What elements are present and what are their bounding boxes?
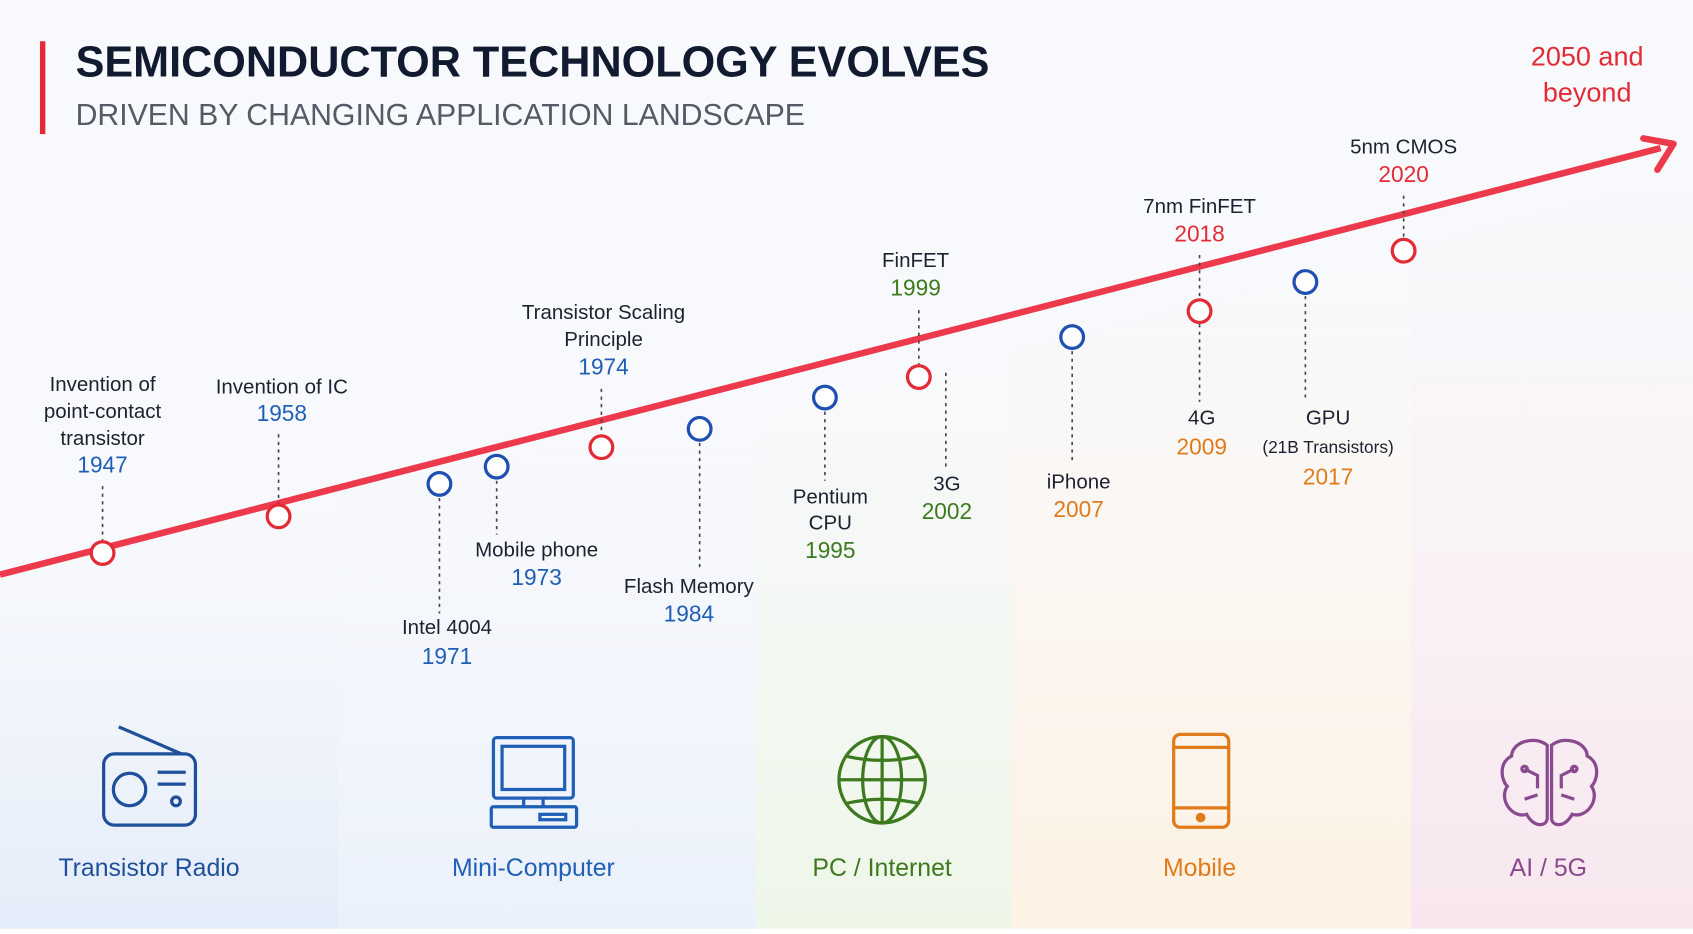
milestone-label: Invention of bbox=[50, 373, 156, 396]
milestone-year: 1995 bbox=[805, 537, 855, 563]
era-band bbox=[0, 488, 338, 929]
milestone-dot bbox=[1390, 237, 1417, 264]
milestone-year: 1947 bbox=[77, 452, 127, 478]
milestone-label: (21B Transistors) bbox=[1262, 437, 1393, 457]
milestone-year: 1974 bbox=[578, 353, 628, 379]
milestone-label: Invention of IC bbox=[216, 375, 348, 398]
milestone-year: 2020 bbox=[1378, 161, 1428, 187]
milestone-dot bbox=[905, 364, 932, 390]
milestone-label: CPU bbox=[809, 511, 852, 534]
milestone-label: transistor bbox=[60, 427, 144, 450]
subtitle: DRIVEN BY CHANGING APPLICATION LANDSCAPE bbox=[76, 99, 805, 132]
milestone-year: 1958 bbox=[257, 400, 307, 426]
milestone-dot bbox=[1292, 269, 1319, 295]
milestone-year: 2007 bbox=[1053, 496, 1103, 522]
milestone-label: 5nm CMOS bbox=[1350, 136, 1457, 159]
milestone-dot bbox=[588, 434, 615, 461]
milestone-label: 7nm FinFET bbox=[1143, 195, 1256, 218]
era-band bbox=[1411, 172, 1693, 929]
milestone-year: 1973 bbox=[511, 564, 561, 590]
milestone-label: Flash Memory bbox=[624, 575, 755, 598]
milestone-dot bbox=[483, 453, 510, 480]
milestone-dot bbox=[1186, 298, 1213, 325]
milestone-year: 1999 bbox=[890, 275, 940, 301]
milestone-dot bbox=[265, 503, 292, 530]
milestone-dot bbox=[426, 470, 453, 497]
end-label: beyond bbox=[1543, 77, 1632, 107]
milestone-year: 2018 bbox=[1174, 221, 1224, 247]
radio-icon bbox=[102, 725, 198, 827]
milestone-label: 4G bbox=[1188, 407, 1215, 430]
milestone-year: 1971 bbox=[422, 643, 472, 669]
arrow-head bbox=[1640, 135, 1677, 173]
era-label: Transistor Radio bbox=[58, 855, 239, 882]
milestone-label: FinFET bbox=[882, 249, 950, 272]
era-band bbox=[1011, 248, 1412, 929]
milestone-year: 2017 bbox=[1303, 464, 1353, 490]
computer-icon bbox=[489, 736, 579, 829]
milestone-year: 2002 bbox=[922, 498, 972, 524]
era-label: Mobile bbox=[1163, 855, 1236, 882]
milestone-label: Transistor Scaling bbox=[522, 301, 685, 324]
milestone-label: 3G bbox=[933, 472, 960, 495]
milestone-label: Intel 4004 bbox=[402, 616, 492, 639]
milestone-label: point-contact bbox=[44, 400, 162, 423]
era-label: AI / 5G bbox=[1510, 855, 1587, 882]
era-band bbox=[337, 414, 756, 929]
milestone-dot bbox=[1059, 324, 1086, 351]
milestone-dot bbox=[89, 540, 116, 566]
milestone-year: 1984 bbox=[664, 601, 714, 627]
milestone-label: Principle bbox=[564, 328, 643, 351]
title: SEMICONDUCTOR TECHNOLOGY EVOLVES bbox=[76, 38, 990, 86]
milestone-dot bbox=[686, 415, 713, 442]
phone-icon bbox=[1172, 732, 1231, 829]
milestone-dot bbox=[811, 384, 838, 411]
milestone-label: GPU bbox=[1306, 407, 1350, 430]
milestone-label: Pentium bbox=[793, 485, 868, 508]
milestone-year: 2009 bbox=[1177, 433, 1227, 459]
brain-icon bbox=[1500, 738, 1599, 827]
end-label: 2050 and bbox=[1531, 42, 1644, 72]
era-label: Mini-Computer bbox=[452, 855, 615, 882]
accent-bar bbox=[39, 41, 46, 135]
globe-icon bbox=[837, 734, 927, 825]
era-band bbox=[755, 352, 1012, 929]
milestone-label: iPhone bbox=[1047, 470, 1111, 493]
era-label: PC / Internet bbox=[812, 855, 951, 882]
milestone-label: Mobile phone bbox=[475, 538, 598, 561]
